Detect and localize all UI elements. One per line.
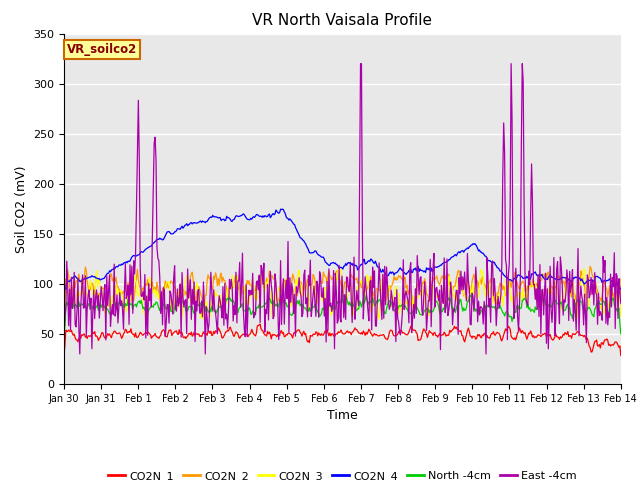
Line: CO2N_3: CO2N_3 bbox=[64, 269, 621, 341]
East -4cm bbox=[481, 307, 489, 313]
CO2N_2 bbox=[60, 331, 68, 337]
CO2N_1 bbox=[159, 328, 166, 334]
Line: CO2N_1: CO2N_1 bbox=[64, 324, 621, 356]
North -4cm bbox=[159, 302, 166, 308]
East -4cm bbox=[60, 334, 68, 340]
CO2N_4 bbox=[433, 264, 440, 270]
North -4cm bbox=[312, 303, 320, 309]
CO2N_3 bbox=[433, 294, 440, 300]
CO2N_4 bbox=[60, 286, 68, 292]
CO2N_1 bbox=[313, 329, 321, 335]
CO2N_1 bbox=[389, 332, 397, 337]
Line: East -4cm: East -4cm bbox=[64, 64, 621, 354]
East -4cm bbox=[434, 292, 442, 298]
X-axis label: Time: Time bbox=[327, 409, 358, 422]
East -4cm bbox=[313, 278, 321, 284]
Title: VR North Vaisala Profile: VR North Vaisala Profile bbox=[252, 13, 433, 28]
CO2N_4 bbox=[313, 250, 321, 256]
Y-axis label: Soil CO2 (mV): Soil CO2 (mV) bbox=[15, 165, 28, 252]
CO2N_3 bbox=[617, 313, 625, 319]
East -4cm bbox=[159, 285, 167, 290]
CO2N_2 bbox=[617, 300, 625, 306]
CO2N_3 bbox=[60, 338, 68, 344]
East -4cm bbox=[356, 61, 364, 67]
CO2N_3 bbox=[334, 266, 342, 272]
Line: CO2N_4: CO2N_4 bbox=[64, 209, 621, 289]
CO2N_3 bbox=[204, 302, 211, 308]
East -4cm bbox=[617, 300, 625, 306]
CO2N_4 bbox=[159, 237, 166, 243]
North -4cm bbox=[60, 331, 68, 337]
CO2N_1 bbox=[60, 353, 68, 359]
North -4cm bbox=[617, 331, 625, 337]
CO2N_2 bbox=[159, 286, 166, 291]
Legend: CO2N_1, CO2N_2, CO2N_3, CO2N_4, North -4cm, East -4cm: CO2N_1, CO2N_2, CO2N_3, CO2N_4, North -4… bbox=[104, 467, 581, 480]
CO2N_4 bbox=[204, 218, 211, 224]
CO2N_2 bbox=[432, 275, 440, 281]
CO2N_3 bbox=[480, 289, 488, 295]
Line: North -4cm: North -4cm bbox=[64, 295, 621, 334]
North -4cm bbox=[467, 292, 475, 298]
North -4cm bbox=[388, 303, 396, 309]
CO2N_1 bbox=[256, 321, 264, 327]
CO2N_4 bbox=[617, 286, 625, 292]
North -4cm bbox=[204, 305, 211, 311]
Text: VR_soilco2: VR_soilco2 bbox=[67, 43, 137, 56]
CO2N_1 bbox=[480, 330, 488, 336]
CO2N_1 bbox=[433, 333, 440, 338]
East -4cm bbox=[204, 329, 212, 335]
North -4cm bbox=[432, 298, 440, 303]
CO2N_2 bbox=[388, 282, 396, 288]
CO2N_2 bbox=[586, 264, 594, 269]
CO2N_2 bbox=[204, 277, 211, 283]
CO2N_2 bbox=[312, 285, 320, 291]
CO2N_3 bbox=[159, 295, 166, 300]
CO2N_3 bbox=[312, 288, 320, 294]
CO2N_4 bbox=[389, 269, 397, 275]
Line: CO2N_2: CO2N_2 bbox=[64, 266, 621, 334]
CO2N_4 bbox=[480, 252, 488, 258]
CO2N_2 bbox=[479, 278, 487, 284]
CO2N_4 bbox=[278, 206, 286, 212]
CO2N_1 bbox=[617, 353, 625, 359]
North -4cm bbox=[480, 303, 488, 309]
CO2N_1 bbox=[204, 332, 211, 338]
CO2N_3 bbox=[389, 301, 397, 307]
East -4cm bbox=[76, 351, 84, 357]
East -4cm bbox=[390, 300, 398, 305]
